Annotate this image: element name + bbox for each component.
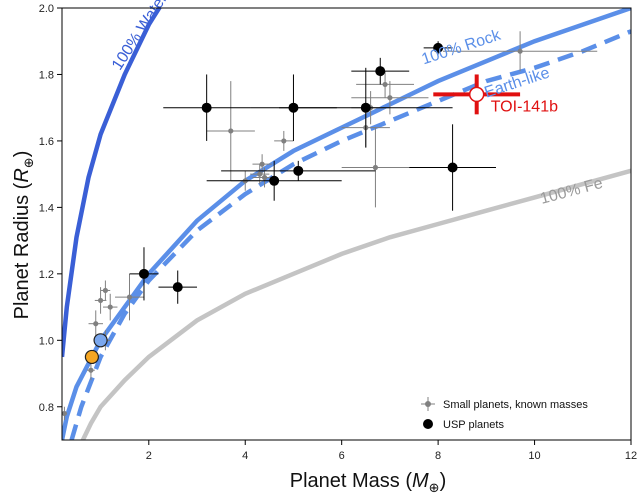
small-planet-point <box>94 287 107 314</box>
y-tick-label: 1.2 <box>39 269 54 281</box>
small-planet-point <box>206 81 255 181</box>
small-planet-point-marker <box>88 367 94 373</box>
small-planet-point-marker <box>387 95 393 101</box>
special-point-earth <box>93 333 108 348</box>
legend: Small planets, known masses USP planets <box>421 397 588 431</box>
usp-planet-point <box>221 160 376 181</box>
usp-planet-point <box>158 270 198 304</box>
usp-planets-series <box>129 41 496 304</box>
small-planet-point <box>102 293 118 321</box>
plot-frame <box>61 7 632 441</box>
y-axis-title-subscript: ⊕ <box>21 157 36 168</box>
usp-planet-point <box>351 57 410 85</box>
x-axis-ticks: 2 4 6 8 10 12 <box>146 440 637 462</box>
toi-141b-point: TOI-141b <box>433 74 558 115</box>
small-planet-point <box>87 360 95 381</box>
small-planet-point-marker <box>93 321 99 327</box>
x-tick-label: 4 <box>242 450 248 462</box>
curve-100-water <box>62 8 162 358</box>
toi-label: TOI-141b <box>491 98 558 115</box>
small-planet-point <box>100 280 111 301</box>
special-points <box>84 333 108 365</box>
usp-planet-point-marker <box>360 102 371 113</box>
small-planet-point <box>341 127 410 208</box>
y-tick-label: 2.0 <box>39 3 54 15</box>
legend-usp-marker <box>423 419 433 429</box>
usp-planet-point-marker <box>138 268 149 279</box>
y-axis-ticks: 0.8 1.0 1.2 1.4 1.6 1.8 2.0 <box>39 3 62 414</box>
usp-planet-point-marker <box>293 165 304 176</box>
x-axis-title-symbol: M <box>412 470 429 492</box>
small-planet-point-marker <box>261 174 268 181</box>
usp-planet-point <box>278 67 453 148</box>
small-planet-point-marker <box>126 294 133 300</box>
x-tick-label: 6 <box>339 450 345 462</box>
curve-100-fe <box>80 168 631 440</box>
small-planet-point-marker <box>382 81 388 88</box>
usp-planet-point <box>409 124 496 211</box>
curve-earth-like <box>69 29 631 440</box>
usp-planet-point-marker <box>269 175 280 186</box>
y-axis-title: Planet Radius (R⊕) <box>11 151 36 320</box>
y-axis-title-main: Planet Radius ( <box>11 182 33 319</box>
small-planet-point-marker <box>62 410 68 417</box>
x-axis-title-main: Planet Mass ( <box>290 470 413 492</box>
small-planet-point <box>442 31 598 72</box>
legend-small-label: Small planets, known masses <box>443 399 588 411</box>
y-axis-title-close: ) <box>11 151 33 158</box>
x-axis-title: Planet Mass (M⊕) <box>290 470 447 495</box>
usp-planet-point-marker <box>433 42 444 53</box>
usp-planet-point-marker <box>375 66 386 77</box>
legend-usp-label: USP planets <box>443 419 504 431</box>
x-tick-label: 12 <box>625 450 637 462</box>
usp-planet-point <box>163 74 251 141</box>
usp-planet-point <box>129 247 159 301</box>
usp-planet-point <box>206 160 342 201</box>
small-planet-point <box>62 406 68 421</box>
small-planet-point-marker <box>281 138 287 144</box>
usp-planet-point-marker <box>172 282 183 293</box>
usp-planet-point-marker <box>201 102 212 113</box>
x-tick-label: 8 <box>435 450 441 462</box>
small-planet-point <box>252 154 272 175</box>
small-planet-point <box>274 130 294 151</box>
legend-small-marker <box>425 401 431 407</box>
small-planet-point-marker <box>257 171 263 177</box>
y-axis-title-symbol: R <box>11 168 33 182</box>
x-tick-label: 2 <box>146 450 152 462</box>
small-planet-point-marker <box>372 164 379 171</box>
small-planet-point <box>351 81 429 115</box>
x-tick-label: 10 <box>528 450 540 462</box>
x-axis-title-subscript: ⊕ <box>429 480 440 495</box>
small-planet-point-marker <box>102 287 108 294</box>
y-tick-label: 1.6 <box>39 136 54 148</box>
y-tick-label: 0.8 <box>39 402 54 414</box>
small-planet-point-marker <box>517 48 523 54</box>
y-tick-label: 1.0 <box>39 335 54 347</box>
small-planet-point-marker <box>259 161 265 167</box>
small-planet-point-marker <box>107 304 113 310</box>
small-planet-point-marker <box>97 297 104 304</box>
y-tick-label: 1.8 <box>39 69 54 81</box>
x-axis-title-close: ) <box>440 470 447 492</box>
y-tick-label: 1.4 <box>39 202 54 214</box>
usp-planet-point <box>423 41 453 55</box>
small-planet-point <box>88 310 103 337</box>
special-point-venus <box>84 349 99 365</box>
toi-marker <box>468 86 485 103</box>
small-planet-point <box>115 273 144 321</box>
usp-planet-point-marker <box>447 162 458 173</box>
small-planet-point-marker <box>228 128 234 134</box>
